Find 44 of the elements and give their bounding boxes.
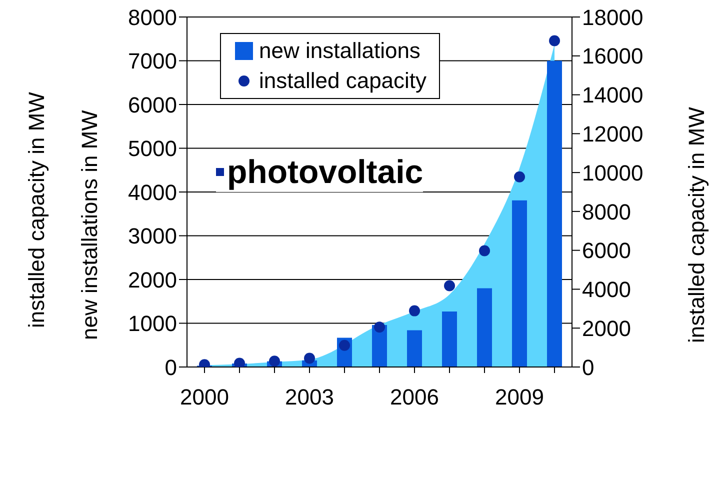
bar (442, 311, 457, 367)
point (514, 171, 525, 182)
y-axis-title: new installations in MW (77, 110, 103, 340)
y-tick-label: 2000 (128, 267, 177, 292)
x-tick-label: 2009 (495, 384, 544, 410)
point (304, 352, 315, 364)
y2-tick-label: 4000 (582, 277, 631, 302)
y-tick-label: 8000 (128, 4, 177, 30)
bar (477, 288, 492, 367)
point (479, 245, 490, 256)
x-tick-label: 2006 (390, 384, 439, 410)
y2-tick-label: 8000 (582, 199, 631, 224)
x-tick-label: 2003 (285, 384, 334, 410)
y2-tick-label: 6000 (582, 238, 631, 264)
y-tick-label: 6000 (128, 92, 177, 118)
point (444, 280, 455, 292)
y-tick-label: 4000 (128, 180, 177, 205)
point (269, 356, 280, 367)
y2-tick-label: 0 (582, 354, 594, 380)
y2-tick-label: 10000 (582, 160, 644, 186)
point (409, 305, 420, 316)
y2-tick-label: 2000 (582, 316, 631, 341)
y-tick-label: 7000 (128, 48, 177, 74)
y-tick-label: 5000 (128, 136, 177, 162)
y2-tick-label: 14000 (582, 82, 644, 108)
legend-label: installed capacity (259, 67, 427, 95)
legend-label: new installations (259, 37, 420, 65)
y2-tick-label: 18000 (582, 4, 644, 30)
point (549, 35, 560, 46)
y2-tick-label: 16000 (582, 44, 644, 69)
bar (407, 330, 422, 367)
y2-axis-title: installed capacity in MW (684, 107, 710, 343)
y-tick-label: 3000 (128, 224, 177, 249)
annotation: photovoltaic (227, 152, 424, 192)
y-tick-label: 0 (164, 354, 177, 380)
point (234, 358, 245, 367)
y-tick-label: 1000 (128, 311, 177, 336)
point (374, 322, 385, 333)
bar (512, 200, 527, 367)
y2-tick-label: 12000 (582, 121, 644, 146)
x-tick-label: 2000 (180, 384, 229, 410)
bar (547, 60, 562, 367)
text: installed capacity in MW (24, 92, 50, 328)
point (339, 340, 350, 351)
